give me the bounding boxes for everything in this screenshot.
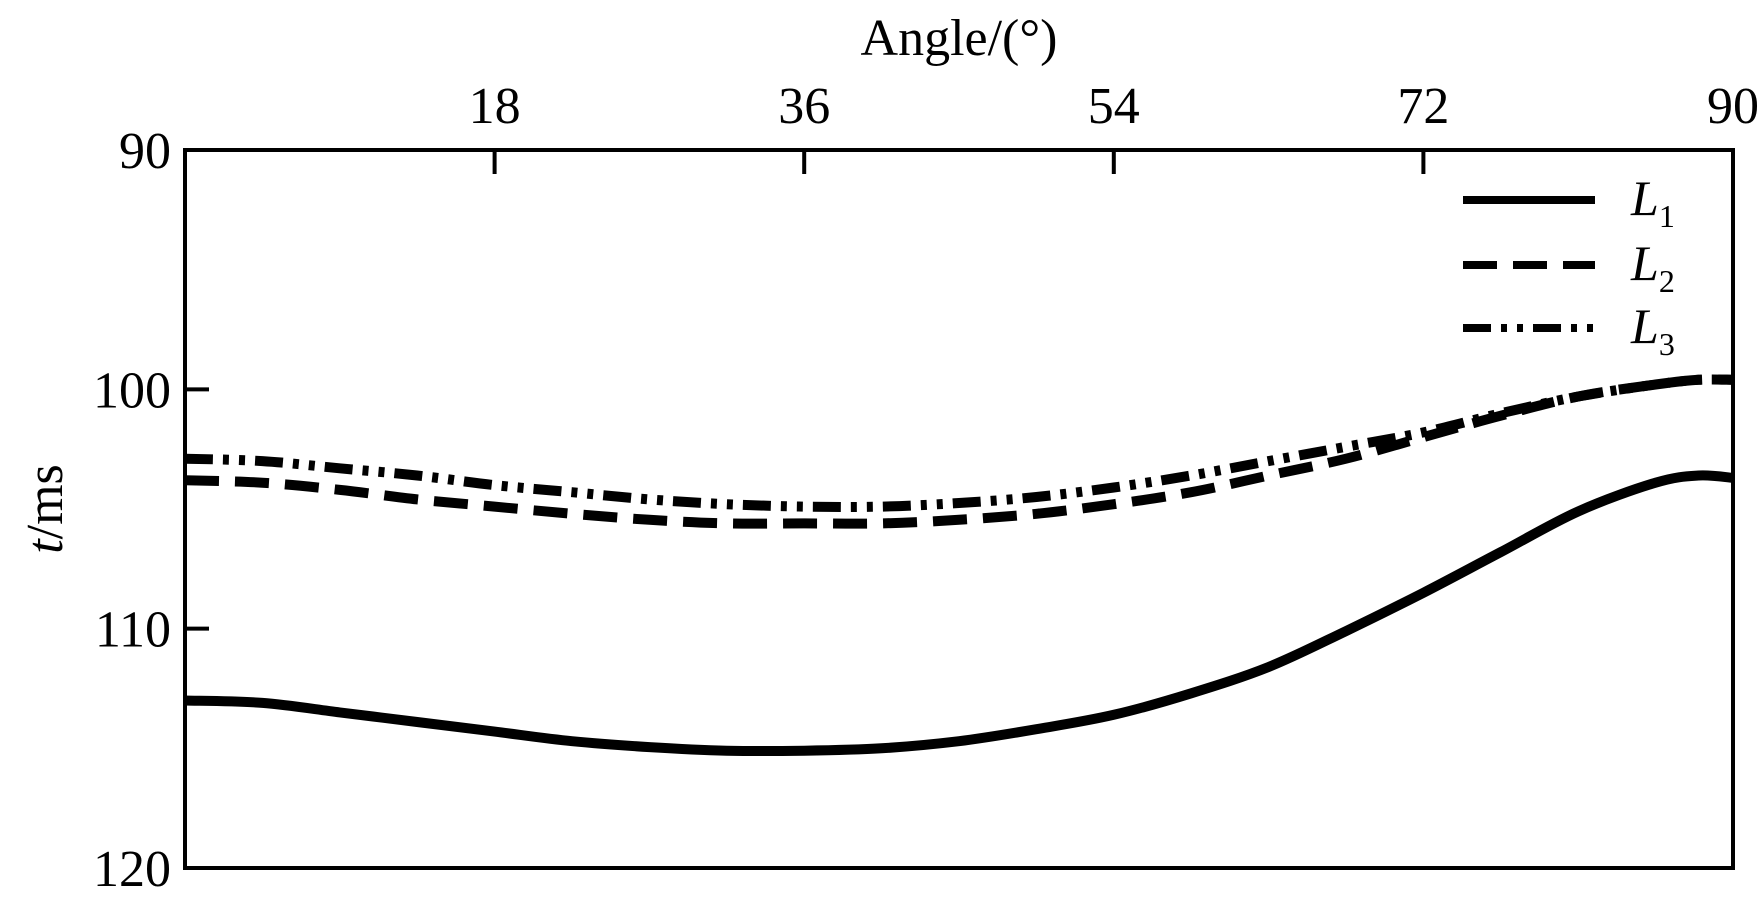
y-tick-label: 110	[95, 602, 171, 659]
legend-label-main: L	[1630, 298, 1659, 354]
y-tick-label: 90	[119, 123, 171, 180]
x-tick-label: 72	[1397, 78, 1449, 135]
series-lines	[184, 374, 1734, 757]
legend-label-subscript: 1	[1659, 198, 1675, 234]
x-tick-label: 36	[778, 78, 830, 135]
series-line-l3	[184, 374, 1734, 512]
y-axis-title: t/ms	[17, 464, 74, 554]
x-axis-title: Angle/(°)	[861, 10, 1058, 67]
y-tick-label: 100	[93, 362, 171, 419]
y-axis-title-italic: t	[17, 538, 74, 554]
x-tick-label: 54	[1088, 78, 1140, 135]
series-line-l1	[184, 470, 1734, 757]
plot-frame	[183, 148, 1735, 870]
y-tick-label: 120	[93, 841, 171, 898]
x-tick-label: 90	[1707, 78, 1759, 135]
legend-label-subscript: 3	[1659, 326, 1675, 362]
legend-label-l2: L2	[1630, 235, 1675, 299]
y-axis-title-rest: /ms	[17, 464, 74, 539]
legend-label-main: L	[1630, 235, 1659, 291]
legend-label-l1: L1	[1630, 170, 1675, 234]
legend-label-main: L	[1630, 170, 1659, 226]
legend-label-subscript: 2	[1659, 263, 1675, 299]
legend-label-l3: L3	[1630, 298, 1675, 362]
y-axis-ticks: 90 100 110 120	[93, 123, 209, 898]
x-tick-label: 18	[469, 78, 521, 135]
plot-area	[183, 148, 1735, 870]
x-axis-ticks: 18 36 54 72 90	[469, 78, 1759, 174]
